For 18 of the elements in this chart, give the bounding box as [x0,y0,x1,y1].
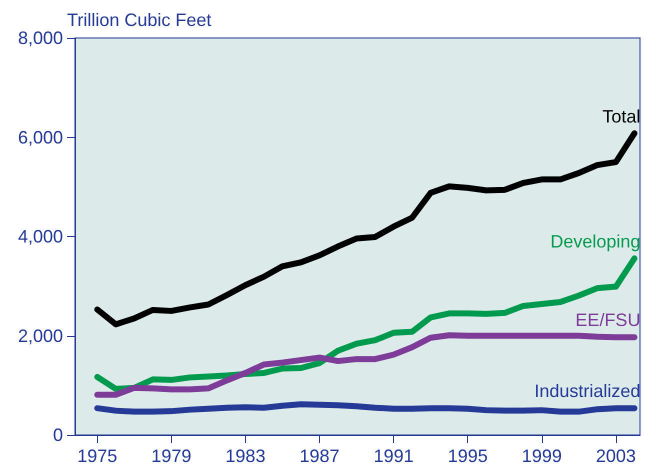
y-axis-title: Trillion Cubic Feet [67,10,212,30]
series-label: EE/FSU [575,310,640,330]
x-tick-label: 1995 [448,446,488,466]
x-tick-label: 1979 [151,446,192,466]
x-tick-label: 1983 [225,446,266,466]
series-label: Developing [550,231,640,252]
y-tick-label: 8,000 [18,28,63,48]
x-tick-label: 1999 [522,446,562,466]
series-label: Total [602,106,640,126]
y-tick-label: 2,000 [18,326,63,346]
x-tick-label: 1991 [374,446,414,466]
x-tick-label: 1987 [300,446,340,466]
x-tick-label: 1975 [77,446,118,466]
series-label: Industrialized [534,381,640,402]
x-tick-label: 2003 [596,446,636,466]
y-tick-label: 6,000 [18,127,63,148]
y-tick-label: 0 [52,425,63,445]
y-tick-label: 4,000 [18,226,63,246]
